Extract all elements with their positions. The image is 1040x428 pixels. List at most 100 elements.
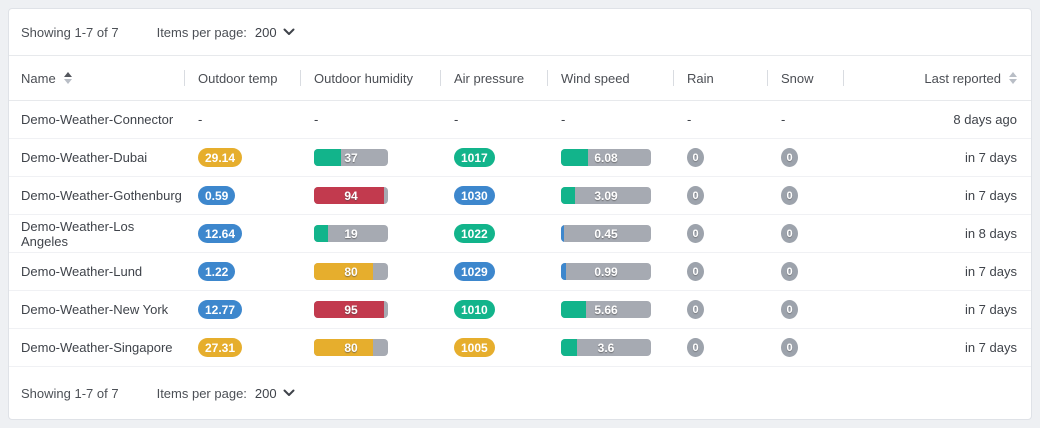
last-reported-cell: 8 days ago bbox=[843, 112, 1031, 127]
station-name: Demo-Weather-Connector bbox=[21, 112, 174, 127]
chevron-down-icon bbox=[283, 389, 295, 397]
last-reported-cell: in 8 days bbox=[843, 226, 1031, 241]
snow-badge: 0 bbox=[781, 262, 798, 281]
snow-badge: 0 bbox=[781, 148, 798, 167]
table-row[interactable]: Demo-Weather-Dubai 29.14 37 1017 6.08 0 0 in 7 … bbox=[9, 139, 1031, 177]
air-pressure-cell: 1005 bbox=[440, 338, 547, 357]
wind-speed-cell: 3.6 bbox=[547, 339, 673, 356]
humidity-bar-value: 95 bbox=[344, 302, 358, 317]
wind-speed-cell: 6.08 bbox=[547, 149, 673, 166]
humidity-bar: 80 bbox=[314, 263, 388, 280]
wind-speed-bar-value: 6.08 bbox=[594, 150, 618, 165]
column-header-name[interactable]: Name bbox=[9, 56, 184, 100]
column-divider bbox=[184, 70, 185, 86]
rain-cell: 0 bbox=[673, 224, 767, 243]
items-per-page-value: 200 bbox=[254, 385, 277, 401]
humidity-bar-value: 94 bbox=[344, 188, 358, 203]
air-pressure-pill: 1029 bbox=[454, 262, 495, 281]
snow-badge: 0 bbox=[781, 300, 798, 319]
air-pressure-pill: 1030 bbox=[454, 186, 495, 205]
items-per-page-label: Items per page: bbox=[156, 385, 247, 401]
wind-speed-bar-fill bbox=[561, 301, 587, 318]
wind-speed-bar: 5.66 bbox=[561, 301, 651, 318]
last-reported-cell: in 7 days bbox=[843, 264, 1031, 279]
station-name-cell: Demo-Weather-Dubai bbox=[9, 150, 184, 165]
station-name-cell: Demo-Weather-Connector bbox=[9, 112, 184, 127]
wind-speed-bar: 3.6 bbox=[561, 339, 651, 356]
wind-speed-bar-value: 3.6 bbox=[597, 340, 615, 355]
snow-empty: - bbox=[781, 112, 786, 127]
items-per-page-dropdown[interactable]: Items per page: 200 bbox=[157, 25, 295, 40]
rain-cell: 0 bbox=[673, 338, 767, 357]
column-header-last-reported[interactable]: Last reported bbox=[843, 56, 1031, 100]
station-name-cell: Demo-Weather-New York bbox=[9, 302, 184, 317]
sort-unsorted-icon bbox=[1009, 72, 1017, 84]
outdoor-temp-pill: 27.31 bbox=[198, 338, 243, 357]
air-pressure-cell: 1017 bbox=[440, 148, 547, 167]
air-pressure-cell: 1029 bbox=[440, 262, 547, 281]
table-row[interactable]: Demo-Weather-Connector - - - - - - 8 days ago bbox=[9, 101, 1031, 139]
humidity-bar-fill bbox=[314, 149, 342, 166]
snow-cell: 0 bbox=[767, 338, 843, 357]
column-label-name: Name bbox=[21, 70, 56, 86]
outdoor-humidity-cell: 80 bbox=[300, 339, 440, 356]
wind-speed-cell: - bbox=[547, 112, 673, 127]
outdoor-humidity-cell: 95 bbox=[300, 301, 440, 318]
showing-count-label: Showing 1-7 of 7 bbox=[21, 24, 119, 40]
rain-badge: 0 bbox=[687, 224, 704, 243]
humidity-bar-fill bbox=[314, 187, 384, 204]
station-name-cell: Demo-Weather-Singapore bbox=[9, 340, 184, 355]
wind-speed-bar: 0.99 bbox=[561, 263, 651, 280]
snow-badge: 0 bbox=[781, 224, 798, 243]
outdoor-humidity-empty: - bbox=[314, 112, 319, 127]
table-row[interactable]: Demo-Weather-New York 12.77 95 1010 5.66 0 0 in… bbox=[9, 291, 1031, 329]
air-pressure-pill: 1005 bbox=[454, 338, 495, 357]
column-header-outdoor-temp: Outdoor temp bbox=[184, 56, 300, 100]
air-pressure-cell: 1030 bbox=[440, 186, 547, 205]
column-label-rain: Rain bbox=[687, 70, 714, 86]
items-per-page-value: 200 bbox=[254, 24, 277, 40]
outdoor-temp-cell: 1.22 bbox=[184, 262, 300, 281]
snow-cell: 0 bbox=[767, 224, 843, 243]
station-name: Demo-Weather-New York bbox=[21, 302, 169, 317]
pagination-bar-bottom: Showing 1-7 of 7 Items per page: 200 bbox=[9, 367, 1031, 419]
column-label-snow: Snow bbox=[781, 70, 814, 86]
wind-speed-bar-fill bbox=[561, 339, 578, 356]
weather-stations-table-card: Showing 1-7 of 7 Items per page: 200 Nam… bbox=[8, 8, 1032, 420]
table-header-row: Name Outdoor temp Outdoor humidity Air p… bbox=[9, 56, 1031, 101]
last-reported-value: in 7 days bbox=[964, 188, 1017, 203]
rain-badge: 0 bbox=[687, 338, 704, 357]
last-reported-value: in 7 days bbox=[964, 340, 1017, 355]
humidity-bar: 95 bbox=[314, 301, 388, 318]
last-reported-cell: in 7 days bbox=[843, 150, 1031, 165]
table-row[interactable]: Demo-Weather-Singapore 27.31 80 1005 3.6 0 0 in… bbox=[9, 329, 1031, 367]
items-per-page-dropdown[interactable]: Items per page: 200 bbox=[157, 386, 295, 401]
rain-cell: 0 bbox=[673, 148, 767, 167]
outdoor-humidity-cell: 80 bbox=[300, 263, 440, 280]
rain-badge: 0 bbox=[687, 300, 704, 319]
rain-empty: - bbox=[687, 112, 692, 127]
station-name: Demo-Weather-Los Angeles bbox=[21, 218, 135, 249]
humidity-bar: 19 bbox=[314, 225, 388, 242]
table-row[interactable]: Demo-Weather-Lund 1.22 80 1029 0.99 0 0 in 7 da… bbox=[9, 253, 1031, 291]
outdoor-temp-cell: 27.31 bbox=[184, 338, 300, 357]
last-reported-cell: in 7 days bbox=[843, 302, 1031, 317]
column-header-wind-speed: Wind speed bbox=[547, 56, 673, 100]
rain-badge: 0 bbox=[687, 186, 704, 205]
snow-cell: 0 bbox=[767, 262, 843, 281]
outdoor-temp-cell: 12.77 bbox=[184, 300, 300, 319]
last-reported-value: in 7 days bbox=[964, 150, 1017, 165]
wind-speed-bar-value: 0.99 bbox=[594, 264, 618, 279]
wind-speed-bar: 6.08 bbox=[561, 149, 651, 166]
air-pressure-pill: 1010 bbox=[454, 300, 495, 319]
column-label-outdoor-temp: Outdoor temp bbox=[198, 70, 278, 86]
wind-speed-bar-fill bbox=[561, 263, 566, 280]
table-row[interactable]: Demo-Weather-Gothenburg 0.59 94 1030 3.09 0 0 i… bbox=[9, 177, 1031, 215]
rain-cell: 0 bbox=[673, 186, 767, 205]
table-row[interactable]: Demo-Weather-Los Angeles 12.64 19 1022 0.45 0… bbox=[9, 215, 1031, 253]
outdoor-temp-pill: 1.22 bbox=[198, 262, 236, 281]
station-name: Demo-Weather-Gothenburg bbox=[21, 188, 182, 203]
air-pressure-pill: 1017 bbox=[454, 148, 495, 167]
wind-speed-empty: - bbox=[561, 112, 566, 127]
rain-cell: 0 bbox=[673, 300, 767, 319]
